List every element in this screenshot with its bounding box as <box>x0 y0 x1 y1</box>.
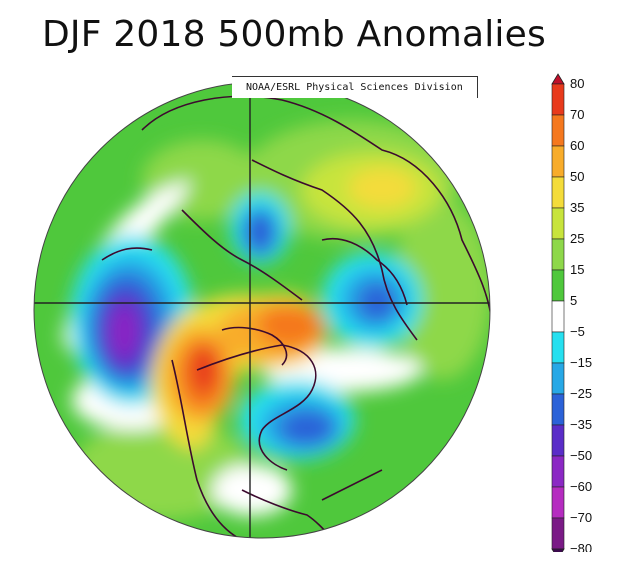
anomaly-map-svg <box>33 81 491 539</box>
colorbar-swatch <box>551 300 565 333</box>
colorbar-tick-label: −70 <box>570 510 592 525</box>
colorbar-tick-label: −5 <box>570 324 585 339</box>
colorbar-tick-label: 35 <box>570 200 584 215</box>
colorbar-swatch <box>551 83 565 116</box>
colorbar-swatch <box>551 145 565 178</box>
colorbar-swatch <box>551 362 565 395</box>
colorbar-swatch <box>551 114 565 147</box>
colorbar-swatch <box>551 424 565 457</box>
colorbar-swatch <box>551 517 565 550</box>
colorbar-swatch <box>551 207 565 240</box>
anomaly-contours <box>62 120 490 520</box>
colorbar-tick-label: −60 <box>570 479 592 494</box>
colorbar: 80 70 60 50 35 25 15 5 −5 −15 −25 −35 −50 −60 −70 −80 <box>546 72 636 560</box>
colorbar-swatch <box>551 269 565 302</box>
colorbar-swatch <box>551 238 565 271</box>
colorbar-tick-label: −15 <box>570 355 592 370</box>
colorbar-tick-label: 25 <box>570 231 584 246</box>
colorbar-arrow-top <box>551 73 565 85</box>
colorbar-swatch <box>551 455 565 488</box>
colorbar-swatch <box>551 486 565 519</box>
colorbar-tick-label: 60 <box>570 138 584 153</box>
colorbar-swatch <box>551 331 565 364</box>
polar-map <box>22 70 502 550</box>
colorbar-svg: 80 70 60 50 35 25 15 5 −5 −15 −25 −35 −50 −60 −70 −80 <box>551 73 592 560</box>
coastlines <box>101 95 490 538</box>
colorbar-swatch <box>551 176 565 209</box>
colorbar-tick-label: −50 <box>570 448 592 463</box>
colorbar-tick-label: 15 <box>570 262 584 277</box>
colorbar-tick-label: −25 <box>570 386 592 401</box>
credit-label: NOAA/ESRL Physical Sciences Division <box>232 76 478 98</box>
colorbar-tick-label: 5 <box>570 293 577 308</box>
colorbar-tick-label: −80 <box>570 541 592 552</box>
colorbar-tick-label: −35 <box>570 417 592 432</box>
colorbar-tick-label: 80 <box>570 76 584 91</box>
colorbar-tick-label: 50 <box>570 169 584 184</box>
colorbar-arrow-bottom <box>551 548 565 560</box>
colorbar-swatch <box>551 393 565 426</box>
colorbar-tick-label: 70 <box>570 107 584 122</box>
page-title: DJF 2018 500mb Anomalies <box>42 14 546 55</box>
